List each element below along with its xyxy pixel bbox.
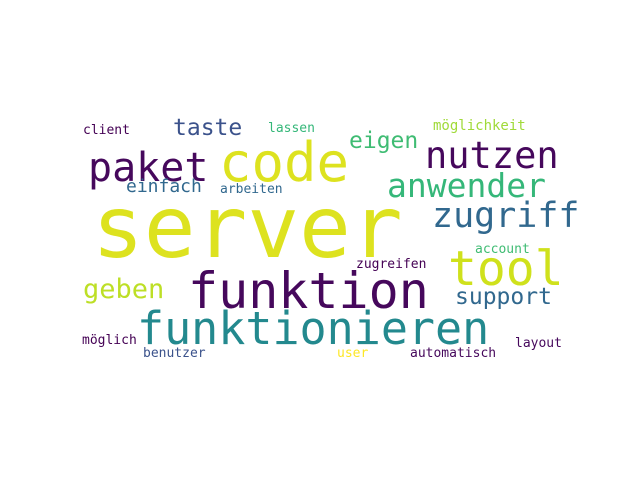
word-account: account <box>475 242 530 257</box>
word-anwender: anwender <box>387 166 546 205</box>
word-tool: tool <box>448 241 564 297</box>
word-server: server <box>92 178 403 278</box>
word-user: user <box>337 346 369 361</box>
word-geben: geben <box>83 274 165 305</box>
word-moeglichkeit: möglichkeit <box>433 118 526 134</box>
word-nutzen: nutzen <box>425 134 559 177</box>
word-paket: paket <box>88 145 209 191</box>
word-zugriff: zugriff <box>432 196 580 236</box>
word-layout: layout <box>515 336 562 351</box>
word-zugreifen: zugreifen <box>356 257 427 272</box>
word-code: code <box>219 131 350 194</box>
word-einfach: einfach <box>126 176 202 197</box>
word-funktionieren: funktionieren <box>137 302 490 355</box>
word-eigen: eigen <box>349 128 419 154</box>
word-client: client <box>83 123 130 138</box>
word-support: support <box>455 284 552 310</box>
word-lassen: lassen <box>268 121 315 136</box>
word-moeglich: möglich <box>82 333 137 348</box>
word-taste: taste <box>173 115 243 141</box>
word-arbeiten: arbeiten <box>220 182 283 197</box>
word-automatisch: automatisch <box>410 346 497 361</box>
word-benutzer: benutzer <box>143 346 206 361</box>
word-funktion: funktion <box>188 262 429 320</box>
